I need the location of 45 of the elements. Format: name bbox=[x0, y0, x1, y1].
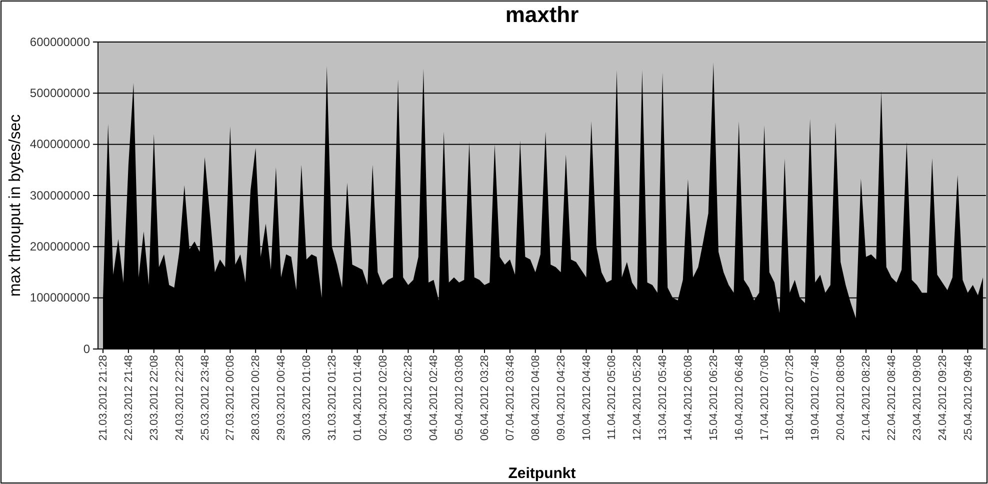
x-tick-label: 18.04.2012 07:28 bbox=[784, 355, 796, 441]
x-tick-label: 22.04.2012 08:48 bbox=[886, 355, 898, 441]
y-tick-label: 0 bbox=[83, 342, 90, 356]
x-tick-label: 06.04.2012 03:28 bbox=[479, 355, 492, 441]
x-tick-label: 04.04.2012 02:48 bbox=[428, 355, 440, 441]
x-tick-label: 03.04.2012 02:28 bbox=[402, 355, 415, 441]
x-tick-label: 11.04.2012 05:08 bbox=[606, 355, 618, 440]
x-tick-label: 24.04.2012 09:28 bbox=[936, 355, 949, 441]
y-axis-title: max throuput in bytes/sec bbox=[7, 114, 24, 297]
y-tick-label: 600000000 bbox=[30, 34, 90, 49]
x-tick-label: 22.03.2012 21:48 bbox=[122, 355, 135, 441]
x-tick-label: 29.03.2012 00:48 bbox=[276, 355, 288, 441]
x-tick-label: 25.04.2012 09:48 bbox=[962, 355, 974, 441]
x-tick-label: 25.03.2012 23:48 bbox=[199, 355, 212, 441]
x-tick-label: 19.04.2012 07:48 bbox=[810, 355, 822, 441]
x-tick-label: 16.04.2012 06:48 bbox=[733, 355, 746, 441]
x-tick-label: 30.03.2012 01:08 bbox=[300, 355, 313, 441]
x-tick-label: 05.04.2012 03:08 bbox=[454, 355, 466, 441]
x-tick-label: 14.04.2012 06:08 bbox=[682, 355, 694, 441]
x-tick-label: 15.04.2012 06:28 bbox=[708, 355, 720, 441]
x-tick-label: 01.04.2012 01:48 bbox=[352, 355, 364, 441]
x-tick-label: 17.04.2012 07:08 bbox=[758, 355, 771, 441]
y-tick-label: 500000000 bbox=[30, 86, 90, 100]
x-tick-label: 21.04.2012 08:28 bbox=[860, 355, 873, 441]
x-tick-label: 10.04.2012 04:48 bbox=[580, 355, 593, 441]
x-tick-label: 07.04.2012 03:48 bbox=[504, 355, 516, 441]
y-tick-label: 300000000 bbox=[30, 188, 90, 202]
x-tick-label: 12.04.2012 05:28 bbox=[632, 355, 644, 441]
x-tick-label: 23.03.2012 22:08 bbox=[148, 355, 160, 441]
y-tick-label: 200000000 bbox=[30, 240, 90, 254]
x-tick-label: 27.03.2012 00:08 bbox=[224, 355, 237, 441]
x-tick-label: 21.03.2012 21:28 bbox=[98, 355, 110, 441]
x-tick-label: 02.04.2012 02:08 bbox=[377, 355, 390, 441]
x-tick-label: 24.03.2012 22:28 bbox=[174, 355, 186, 441]
x-tick-label: 23.04.2012 09:08 bbox=[911, 355, 924, 441]
chart-title: maxthr bbox=[505, 2, 580, 27]
x-tick-label: 08.04.2012 04:08 bbox=[530, 355, 542, 441]
x-axis-title: Zeitpunkt bbox=[508, 465, 576, 482]
x-tick-label: 20.04.2012 08:08 bbox=[835, 355, 848, 441]
y-tick-label: 100000000 bbox=[30, 290, 90, 305]
x-tick-label: 13.04.2012 05:48 bbox=[657, 355, 670, 441]
x-tick-label: 09.04.2012 04:28 bbox=[555, 355, 568, 441]
x-tick-label: 31.03.2012 01:28 bbox=[326, 355, 338, 441]
x-tick-label: 28.03.2012 00:28 bbox=[250, 355, 262, 441]
y-tick-label: 400000000 bbox=[30, 137, 90, 152]
